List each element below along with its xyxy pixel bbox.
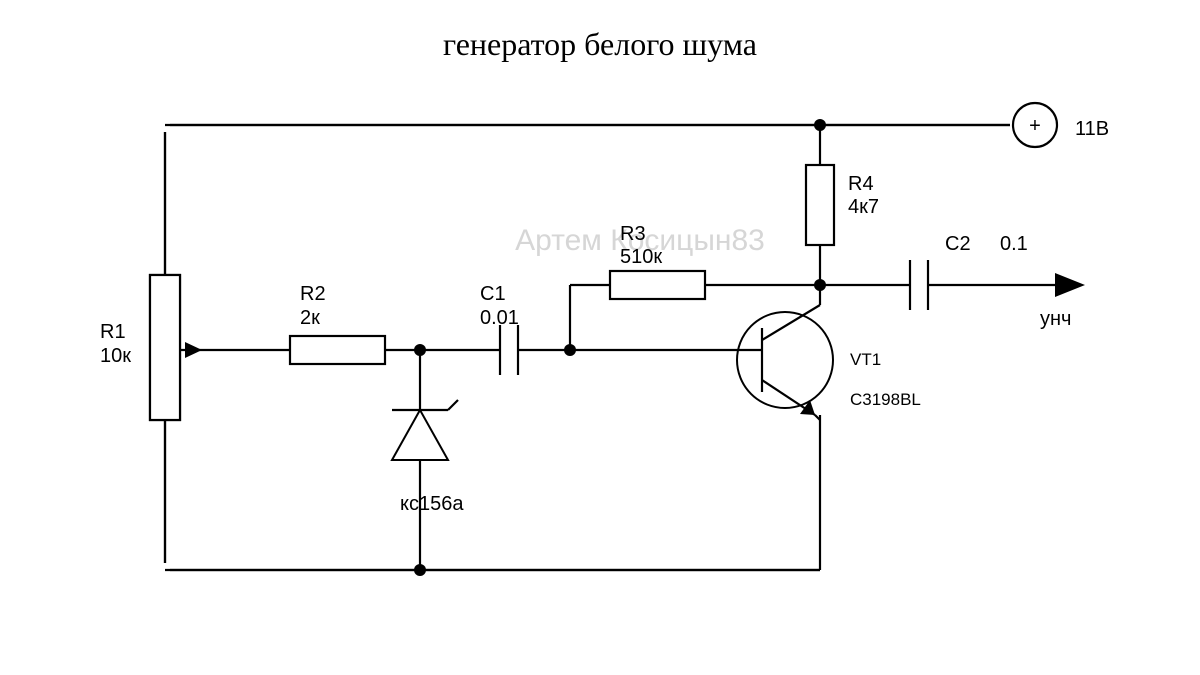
component-r4	[806, 165, 834, 245]
r2-val: 2к	[300, 307, 320, 329]
component-r2	[290, 336, 385, 364]
component-c1	[500, 325, 518, 375]
r3-val: 510к	[620, 246, 662, 268]
r4-val: 4к7	[848, 196, 879, 218]
node-dot	[814, 119, 826, 131]
c2-val: 0.1	[1000, 233, 1028, 255]
supply-label: 11В	[1075, 118, 1109, 140]
node-dot	[814, 279, 826, 291]
node-dot	[414, 344, 426, 356]
c1-ref: C1	[480, 283, 506, 305]
r1-ref: R1	[100, 321, 126, 343]
component-c2	[910, 260, 928, 310]
output-label: унч	[1040, 308, 1071, 330]
r3-ref: R3	[620, 223, 646, 245]
vt1-ref: VT1	[850, 350, 881, 369]
c1-val: 0.01	[480, 307, 519, 329]
r2-ref: R2	[300, 283, 326, 305]
node-dot	[564, 344, 576, 356]
potentiometer-wiper-icon	[185, 342, 202, 358]
r1-val: 10к	[100, 345, 131, 367]
node-dot	[414, 564, 426, 576]
c2-ref: C2	[945, 233, 971, 255]
output-arrow-icon	[1055, 273, 1085, 297]
schematic-canvas: генератор белого шума Артем Косицын83 + …	[0, 0, 1200, 675]
r4-ref: R4	[848, 173, 874, 195]
vt1-val: C3198BL	[850, 390, 921, 409]
zener-val: кс156а	[400, 493, 464, 515]
schematic-title: генератор белого шума	[443, 26, 757, 62]
component-zener	[392, 400, 458, 460]
component-r3	[610, 271, 705, 299]
component-vt1	[737, 305, 833, 415]
supply-plus: +	[1029, 115, 1041, 137]
